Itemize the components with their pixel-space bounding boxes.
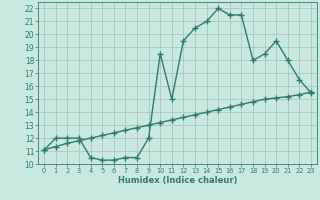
- X-axis label: Humidex (Indice chaleur): Humidex (Indice chaleur): [118, 176, 237, 185]
